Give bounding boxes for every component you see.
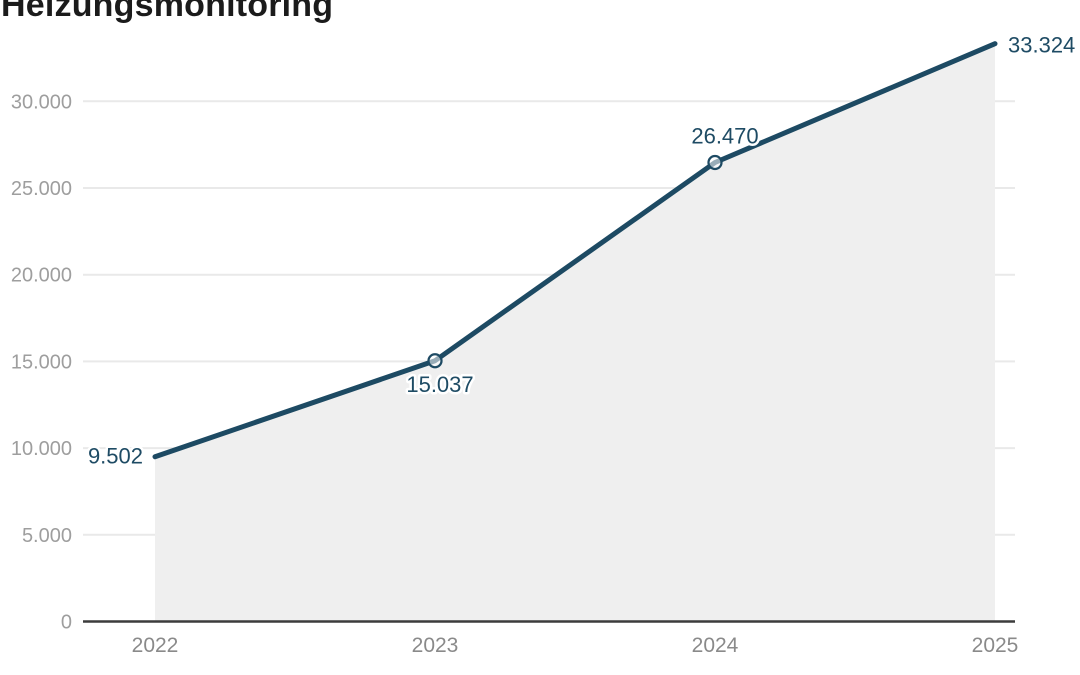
data-point-label: 15.037 [406, 372, 473, 397]
y-axis-tick-label: 15.000 [11, 351, 72, 373]
data-line [152, 41, 998, 460]
chart-title: Heizungsmonitoring [1, 0, 334, 24]
y-axis-tick-label: 0 [61, 612, 72, 634]
data-point-label: 33.324 [1008, 33, 1075, 58]
y-axis-tick-label: 20.000 [11, 265, 72, 287]
y-axis-tick-label: 25.000 [11, 178, 72, 200]
x-axis-tick-label: 2023 [412, 634, 459, 657]
data-point-label: 26.470 [691, 124, 758, 149]
x-axis-tick-label: 2022 [132, 634, 179, 657]
x-axis-tick-label: 2025 [972, 634, 1019, 657]
y-axis-tick-label: 30.000 [11, 91, 72, 113]
y-axis-tick-label: 5.000 [22, 525, 72, 547]
data-point-marker [707, 154, 723, 171]
chart-area-fill [155, 43, 995, 622]
data-point-marker [427, 353, 443, 369]
data-point-label: 9.502 [88, 444, 143, 469]
x-axis-tick-label: 2024 [692, 634, 739, 657]
y-axis-tick-label: 10.000 [11, 438, 72, 460]
